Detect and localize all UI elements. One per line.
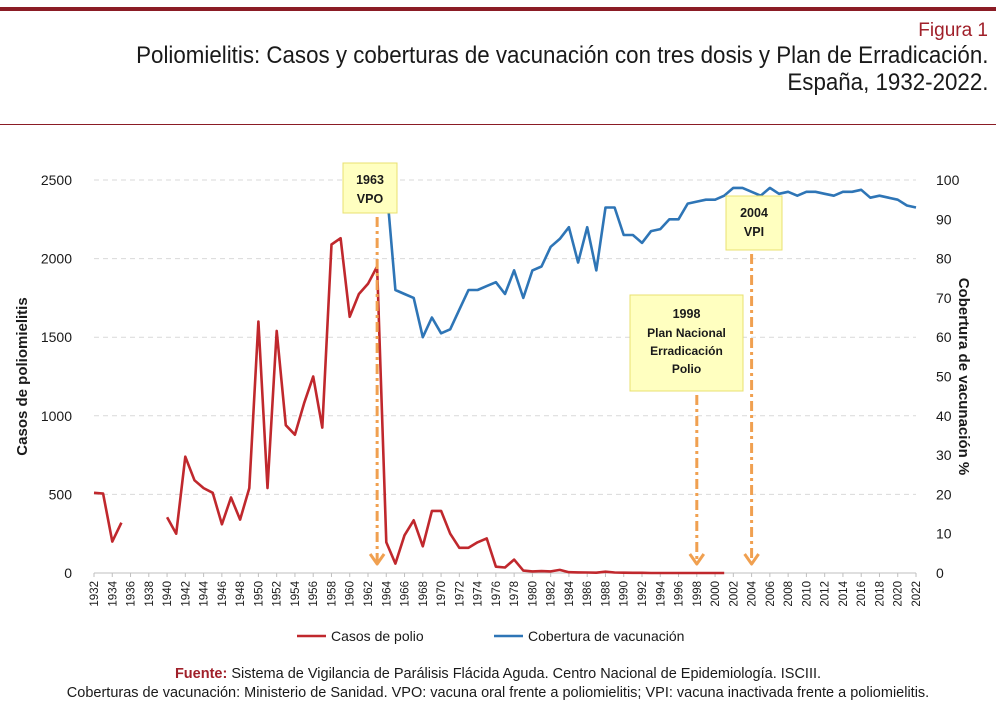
footer-source: Fuente: Sistema de Vigilancia de Parális… <box>0 666 996 682</box>
x-tick-label: 1948 <box>235 581 247 607</box>
y-left-tick-label: 1500 <box>41 329 72 345</box>
x-tick-label: 1958 <box>326 581 338 607</box>
figure-title-line2: España, 1932-2022. <box>786 69 988 96</box>
y-left-tick-label: 500 <box>49 486 73 502</box>
polio-chart: 0 500 1000 1500 2000 2500 0 10 20 30 40 50 60 70 80 90 1… <box>14 162 972 644</box>
x-tick-label: 2022 <box>911 581 923 607</box>
x-tick-label: 1974 <box>473 580 485 606</box>
x-tick-label: 1972 <box>454 581 466 607</box>
x-tick-label: 1990 <box>619 581 631 607</box>
annotation-box <box>629 294 744 392</box>
x-tick-label: 1992 <box>637 581 649 607</box>
annotation-box <box>725 195 783 251</box>
figure-label: Figura 1 <box>918 20 988 41</box>
top-rule <box>0 7 996 11</box>
x-tick-label: 2010 <box>801 581 813 607</box>
figure-header: Figura 1 Poliomielitis: Casos y cobertur… <box>72 20 988 96</box>
x-tick-label: 1932 <box>89 581 101 607</box>
legend-label-polio: Casos de polio <box>331 628 424 644</box>
y-right-axis-title: Cobertura de vacunación % <box>955 278 972 476</box>
y-right-tick-label: 10 <box>936 526 952 542</box>
figure-title-line1: Poliomielitis: Casos y coberturas de vac… <box>135 42 988 69</box>
y-right-tick-label: 80 <box>936 251 952 267</box>
y-right-tick-label: 100 <box>936 172 960 188</box>
x-tick-label: 1950 <box>253 581 265 607</box>
annotation-label-line: Erradicación <box>650 344 723 358</box>
annotation-label-line: Plan Nacional <box>647 326 726 340</box>
x-tick-label: 1946 <box>217 581 229 607</box>
x-tick-label: 1980 <box>527 581 539 607</box>
annotation-arrow-head <box>688 553 706 566</box>
vaccination-coverage-line <box>384 179 917 339</box>
x-tick-label: 1944 <box>199 580 211 606</box>
x-tick-label: 2006 <box>765 581 777 607</box>
x-tick-label: 1952 <box>272 581 284 607</box>
annotation-arrow-head <box>743 553 760 566</box>
x-tick-label: 1962 <box>363 581 375 607</box>
annotation-year: 1963 <box>356 173 384 187</box>
x-tick-label: 1998 <box>692 581 704 607</box>
y-left-tick-label: 2000 <box>41 251 72 267</box>
x-tick-label: 2008 <box>783 581 795 607</box>
x-tick-label: 1988 <box>600 581 612 607</box>
x-tick-label: 1936 <box>126 581 138 607</box>
y-right-tick-label: 70 <box>936 290 952 306</box>
x-tick-label: 1942 <box>180 581 192 607</box>
y-right-tick-label: 90 <box>936 211 952 227</box>
x-tick-label: 2002 <box>728 581 740 607</box>
annotation-year: 2004 <box>740 206 768 220</box>
annotation-year: 1998 <box>673 307 701 321</box>
x-tick-label: 1934 <box>107 580 119 606</box>
annotation-box <box>342 162 398 214</box>
x-tick-label: 2012 <box>820 581 832 607</box>
y-left-tick-label: 2500 <box>41 172 72 188</box>
x-tick-label: 1976 <box>491 581 503 607</box>
x-tick-label: 2000 <box>710 581 722 607</box>
x-tick-label: 1960 <box>345 581 357 607</box>
x-tick-label: 1982 <box>546 581 558 607</box>
annotation-arrow-head <box>368 553 386 566</box>
x-tick-label: 2020 <box>893 581 905 607</box>
x-tick-label: 1956 <box>308 581 320 607</box>
annotation-label: VPI <box>744 225 764 239</box>
x-tick-label: 1968 <box>418 581 430 607</box>
x-tick-label: 1996 <box>674 581 686 607</box>
y-right-tick-label: 40 <box>936 408 952 424</box>
x-tick-label: 2018 <box>874 581 886 607</box>
footer-notes: Coberturas de vacunación: Ministerio de … <box>66 685 930 701</box>
title-divider <box>0 124 996 125</box>
x-tick-label: 1954 <box>290 580 302 606</box>
legend-label-coverage: Cobertura de vacunación <box>528 628 684 644</box>
y-right-tick-label: 50 <box>936 369 952 385</box>
annotation-label: VPO <box>357 192 384 206</box>
x-tick-label: 2016 <box>856 581 868 607</box>
footer-source-label: Fuente: <box>174 666 228 682</box>
x-tick-label: 1994 <box>655 580 667 606</box>
x-tick-label: 1966 <box>400 581 412 607</box>
x-tick-label: 1984 <box>564 580 576 606</box>
x-tick-label: 1970 <box>436 581 448 607</box>
footer-source-text: Sistema de Vigilancia de Parálisis Fláci… <box>227 666 822 682</box>
y-right-tick-label: 20 <box>936 486 952 502</box>
x-tick-label: 2014 <box>838 580 850 606</box>
y-right-tick-label: 30 <box>936 447 952 463</box>
y-left-axis-title: Casos de poliomielitis <box>14 297 31 455</box>
y-left-tick-label: 0 <box>64 565 72 581</box>
x-tick-label: 1986 <box>582 581 594 607</box>
x-tick-label: 2004 <box>747 580 759 606</box>
x-tick-label: 1938 <box>144 581 156 607</box>
polio-cases-line <box>93 491 123 543</box>
x-tick-label: 1978 <box>509 581 521 607</box>
annotation-label-line: Polio <box>672 362 701 376</box>
y-left-tick-label: 1000 <box>41 408 72 424</box>
y-right-tick-label: 60 <box>936 329 952 345</box>
x-tick-label: 1964 <box>381 580 393 606</box>
polio-cases-line <box>165 236 725 575</box>
x-tick-label: 1940 <box>162 581 174 607</box>
y-right-tick-label: 0 <box>936 565 944 581</box>
